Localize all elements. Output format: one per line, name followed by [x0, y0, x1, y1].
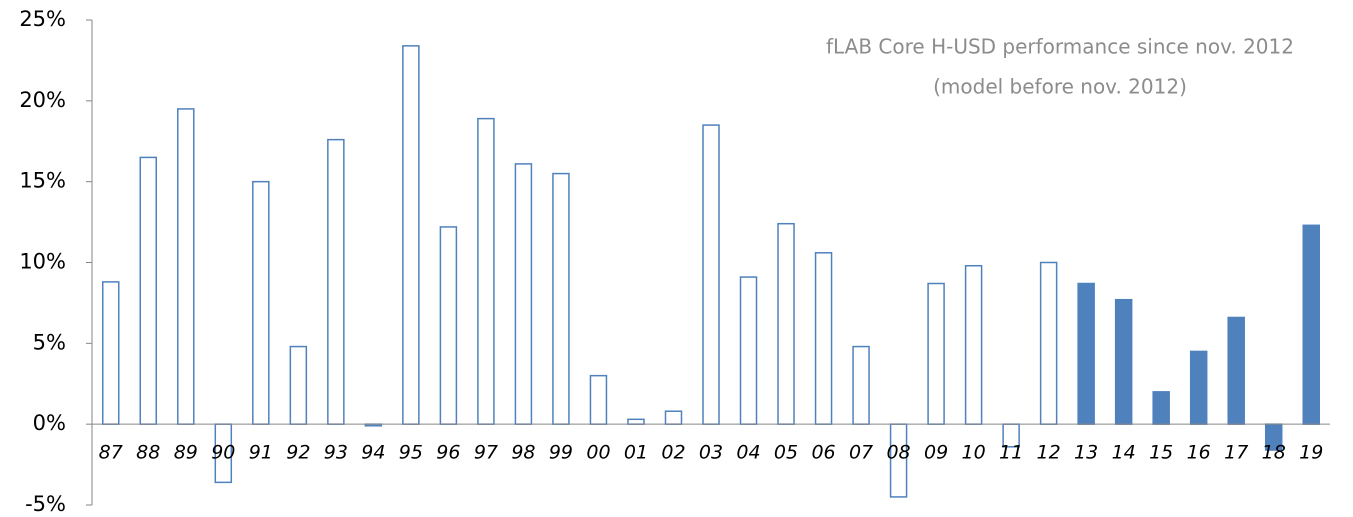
- x-tick-label: 89: [174, 442, 198, 464]
- x-tick-label: 92: [286, 442, 310, 464]
- x-tick-label: 91: [249, 442, 273, 464]
- x-tick-label: 10: [962, 442, 986, 464]
- annotation: (model before nov. 2012): [933, 75, 1187, 99]
- bar: [702, 124, 720, 425]
- x-tick-label: 87: [99, 442, 123, 464]
- x-tick-label: 95: [399, 442, 423, 464]
- bar: [252, 180, 270, 425]
- x-tick-label: 04: [736, 442, 760, 464]
- bar: [402, 45, 420, 425]
- bar: [927, 282, 945, 425]
- bar: [1189, 350, 1208, 425]
- x-tick-label: 94: [361, 442, 385, 464]
- bar: [777, 222, 795, 425]
- bar: [852, 345, 870, 425]
- x-tick-label: 06: [811, 442, 835, 464]
- x-tick-label: 17: [1224, 442, 1248, 464]
- x-tick-label: 13: [1074, 442, 1098, 464]
- x-tick-label: 12: [1037, 442, 1061, 464]
- x-tick-label: 19: [1299, 442, 1323, 464]
- bar: [439, 226, 458, 425]
- x-tick-label: 14: [1112, 442, 1136, 464]
- x-tick-label: 11: [999, 442, 1023, 464]
- y-tick-label: 0%: [33, 411, 66, 435]
- bar: [739, 276, 758, 425]
- x-tick-label: 90: [211, 442, 235, 464]
- x-tick-label: 97: [474, 442, 498, 464]
- bar: [1114, 298, 1133, 425]
- x-tick-label: 02: [661, 442, 685, 464]
- x-tick-label: 03: [699, 442, 723, 464]
- bar: [1077, 282, 1095, 425]
- bar: [514, 163, 533, 425]
- bar: [327, 138, 345, 425]
- x-tick-label: 18: [1262, 442, 1286, 464]
- x-tick-label: 16: [1187, 442, 1211, 464]
- annotation: fLAB Core H-USD performance since nov. 2…: [826, 35, 1294, 59]
- x-tick-label: 07: [849, 442, 873, 464]
- bar: [627, 418, 645, 425]
- x-tick-label: 08: [886, 442, 910, 464]
- bar: [1039, 261, 1058, 425]
- y-tick-label: 5%: [33, 330, 66, 354]
- x-tick-label: 98: [511, 442, 535, 464]
- y-tick-label: 25%: [19, 7, 66, 31]
- y-tick-label: -5%: [25, 492, 66, 516]
- x-tick-label: 09: [924, 442, 948, 464]
- x-tick-label: 96: [436, 442, 460, 464]
- bar: [1227, 316, 1245, 425]
- x-tick-label: 00: [586, 442, 610, 464]
- x-tick-label: 05: [774, 442, 798, 464]
- bar: [589, 374, 608, 425]
- bar: [477, 117, 495, 425]
- bar: [139, 156, 158, 425]
- x-tick-label: 99: [549, 442, 573, 464]
- x-tick-label: 93: [324, 442, 348, 464]
- bar: [552, 172, 570, 425]
- bar: [289, 345, 308, 425]
- bar: [1302, 224, 1320, 425]
- bar: [177, 108, 195, 425]
- y-tick-label: 10%: [19, 250, 66, 274]
- bar: [814, 252, 833, 425]
- bar: [102, 281, 120, 425]
- y-tick-label: 20%: [19, 88, 66, 112]
- bar: [964, 264, 983, 425]
- bar: [1152, 391, 1170, 425]
- y-tick-label: 15%: [19, 169, 66, 193]
- x-tick-label: 88: [136, 442, 160, 464]
- x-tick-label: 01: [624, 442, 648, 464]
- bar: [664, 410, 683, 425]
- x-tick-label: 15: [1149, 442, 1173, 464]
